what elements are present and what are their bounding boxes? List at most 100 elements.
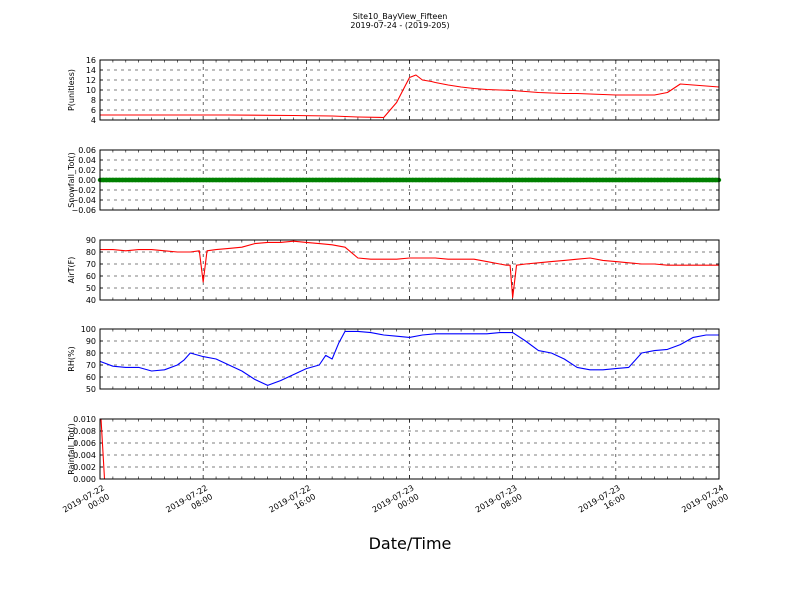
series-point	[458, 177, 464, 183]
series-point	[487, 177, 493, 183]
series-point	[188, 177, 193, 183]
y-tick-label: 50	[86, 284, 96, 293]
series-point	[365, 177, 370, 183]
plot-frame	[99, 418, 720, 480]
series-point	[378, 177, 383, 183]
series-point	[687, 177, 693, 183]
series-point	[452, 177, 457, 183]
series-point	[426, 177, 432, 183]
series-point	[529, 177, 535, 183]
series-point	[246, 177, 251, 183]
series-point	[552, 177, 557, 183]
series-point	[636, 177, 641, 183]
y-tick-label: 14	[86, 66, 96, 75]
series-point	[697, 177, 702, 183]
series-point	[510, 177, 515, 183]
series-point	[536, 177, 541, 183]
series-point	[304, 177, 309, 183]
y-tick-label: 0.006	[73, 439, 96, 448]
series-point	[416, 177, 422, 183]
series-point	[171, 177, 177, 183]
series-point	[220, 177, 225, 183]
series-point	[107, 177, 112, 183]
series-point	[136, 177, 141, 183]
series-point	[645, 177, 651, 183]
x-tick-label: 2019-07-2308:00	[474, 483, 524, 523]
y-tick-label: 70	[86, 260, 96, 269]
series-point	[352, 177, 357, 183]
series-point	[194, 177, 199, 183]
series-point	[297, 177, 303, 183]
series-point	[101, 177, 106, 183]
series-point	[423, 177, 428, 183]
series-point	[268, 177, 274, 183]
series-point	[523, 177, 528, 183]
series-point	[674, 177, 680, 183]
series-point	[300, 177, 306, 183]
series-point	[284, 177, 290, 183]
series-point	[346, 177, 351, 183]
y-tick-label: 50	[86, 385, 96, 394]
series-point	[568, 177, 573, 183]
series-point	[197, 177, 203, 183]
series-point	[226, 177, 232, 183]
series-point	[181, 177, 187, 183]
series-point	[404, 177, 409, 183]
series-point	[281, 177, 286, 183]
series-point	[146, 177, 151, 183]
x-tick-label: 2019-07-2200:00	[61, 483, 111, 523]
x-tick-label: 2019-07-2208:00	[164, 483, 214, 523]
series-point	[684, 177, 689, 183]
series-point	[513, 177, 519, 183]
series-point	[584, 177, 590, 183]
series-point	[652, 177, 657, 183]
series-point	[317, 177, 322, 183]
series-point	[468, 177, 473, 183]
series-line	[100, 74, 720, 119]
x-axis-label: Date/Time	[368, 534, 452, 553]
series-point	[255, 177, 261, 183]
series-point	[329, 177, 335, 183]
series-point	[275, 177, 280, 183]
series-point	[691, 177, 696, 183]
series-point	[362, 177, 367, 183]
series-point	[539, 177, 544, 183]
series-point	[123, 177, 128, 183]
series-point	[368, 177, 374, 183]
series-point	[603, 177, 609, 183]
series-point	[349, 177, 354, 183]
y-tick-label: 90	[86, 236, 96, 245]
figure-title: Site10_BayView_Fifteen	[352, 12, 448, 21]
series-point	[620, 177, 625, 183]
series-point	[339, 177, 344, 183]
y-tick-label: 12	[86, 76, 96, 85]
y-tick-label: 0.008	[73, 427, 96, 436]
series-point	[607, 177, 612, 183]
series-point	[555, 177, 561, 183]
y-tick-label: −0.02	[71, 186, 96, 195]
series-point	[616, 177, 622, 183]
y-tick-label: 100	[81, 325, 96, 334]
series-point	[574, 177, 580, 183]
series-point	[407, 177, 412, 183]
series-point	[162, 177, 167, 183]
y-axis-label: Snowfall_Tot()	[67, 152, 76, 208]
series-point	[562, 177, 567, 183]
plot-frame	[99, 59, 720, 121]
y-tick-label: 0.000	[73, 475, 96, 484]
series-point	[307, 177, 312, 183]
series-point	[520, 177, 525, 183]
series-point	[358, 177, 364, 183]
series-point	[507, 177, 512, 183]
series-point	[342, 177, 348, 183]
series-point	[526, 177, 531, 183]
series-point	[475, 177, 480, 183]
series-point	[184, 177, 190, 183]
series-point	[139, 177, 145, 183]
series-point	[236, 177, 241, 183]
series-point	[142, 177, 148, 183]
series-point	[542, 177, 548, 183]
series-point	[252, 177, 257, 183]
y-tick-label: 8	[91, 96, 96, 105]
